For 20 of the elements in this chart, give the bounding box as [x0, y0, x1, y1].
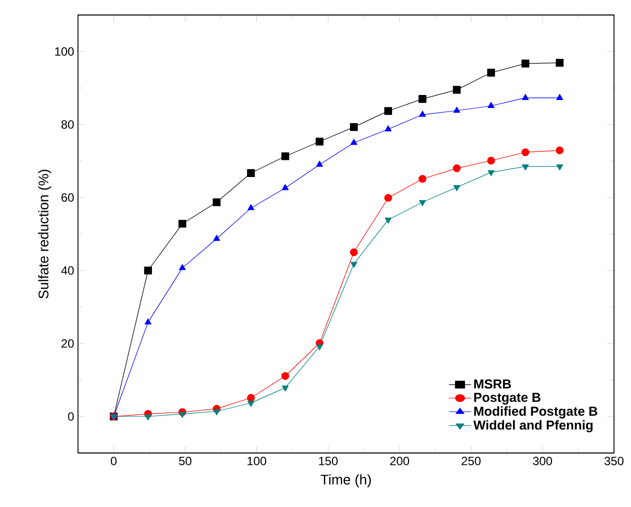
x-tick-label: 200 — [390, 456, 410, 466]
x-tick-label: 0 — [110, 456, 117, 466]
y-tick-label: 40 — [61, 266, 74, 275]
y-tick-label: 60 — [62, 193, 74, 202]
legend-label: Widdel and Pfennig — [473, 420, 593, 432]
y-tick-label: 0 — [68, 412, 74, 421]
legend-label: MSRB — [474, 379, 511, 389]
y-tick-label: 20 — [62, 339, 74, 348]
x-tick-label: 150 — [319, 456, 338, 466]
y-tick-label: 100 — [55, 47, 74, 56]
x-tick-label: 100 — [248, 456, 266, 466]
x-tick-label: 50 — [179, 456, 192, 466]
x-tick-label: 250 — [462, 456, 481, 466]
x-tick-label: 350 — [604, 456, 624, 466]
y-axis-title: Sulfate reduction (%) — [38, 170, 52, 298]
y-tick-label: 80 — [61, 120, 74, 129]
x-axis-title: Time (h) — [320, 474, 371, 488]
legend-label: Postgate B — [474, 392, 540, 405]
x-tick-label: 300 — [533, 456, 552, 466]
legend-label: Modified Postgate B — [474, 406, 598, 418]
